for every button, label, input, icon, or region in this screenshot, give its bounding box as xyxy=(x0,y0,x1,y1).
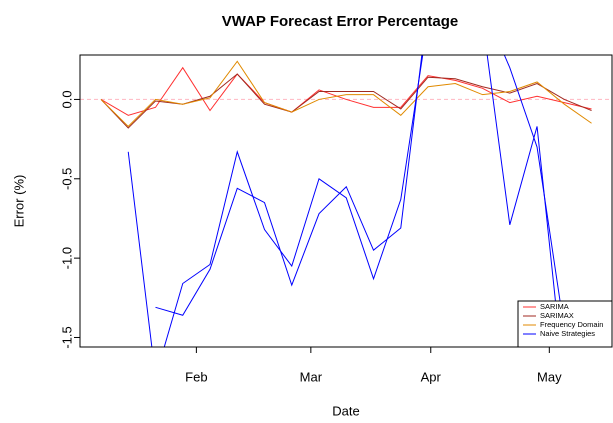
y-tick-label: -1.0 xyxy=(59,247,74,269)
y-tick-label: -0.5 xyxy=(59,168,74,190)
x-tick-label: Apr xyxy=(421,369,442,384)
legend-label: Naive Strategies xyxy=(540,329,595,338)
x-tick-label: Mar xyxy=(300,369,323,384)
x-tick-label: Feb xyxy=(185,369,207,384)
plot-frame xyxy=(79,54,613,348)
legend-box xyxy=(517,300,613,348)
y-tick-label: 0.0 xyxy=(59,90,74,108)
series-line xyxy=(127,55,561,347)
series-line xyxy=(100,66,592,116)
legend-label: SARIMAX xyxy=(540,311,574,320)
x-axis-label: Date xyxy=(332,403,359,418)
y-tick-label: -1.5 xyxy=(59,326,74,348)
chart-title: VWAP Forecast Error Percentage xyxy=(222,13,458,30)
series-line xyxy=(100,60,592,128)
legend-label: SARIMA xyxy=(540,302,569,311)
legend-label: Frequency Domain xyxy=(540,320,603,329)
plot-area xyxy=(80,55,612,347)
x-tick-label: May xyxy=(537,369,562,384)
series-line xyxy=(155,55,571,347)
y-axis-label: Error (%) xyxy=(11,175,26,228)
